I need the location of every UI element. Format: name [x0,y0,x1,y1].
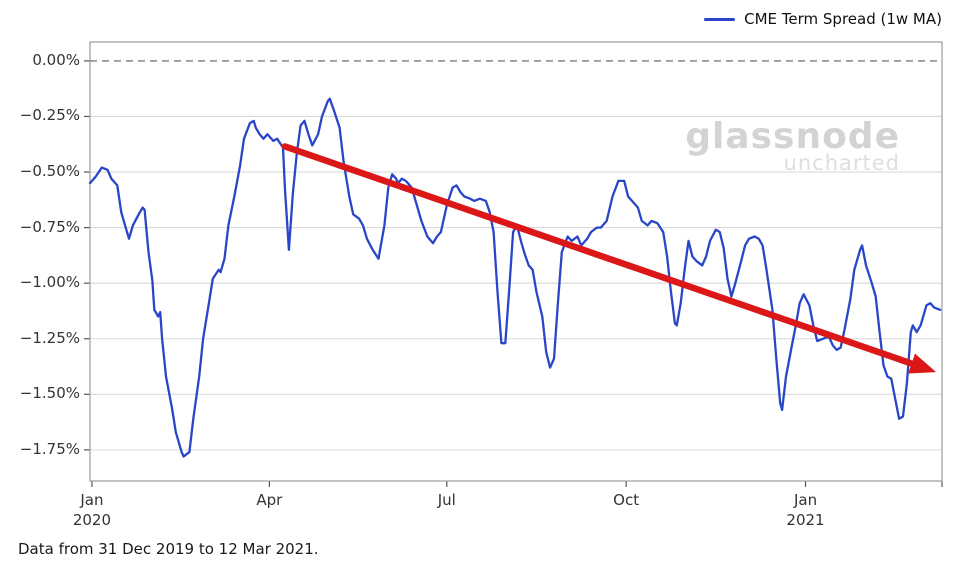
watermark-brand: glassnode [685,116,900,157]
y-tick-label: −1.00% [19,273,80,292]
legend-line-swatch [704,17,736,21]
legend: CME Term Spread (1w MA) [704,10,942,28]
series-line [88,97,942,458]
y-tick-label: −1.50% [19,384,80,403]
x-tick-label: Jan 2021 [761,490,851,531]
y-tick-label: −0.50% [19,162,80,181]
y-tick-label: −1.75% [19,439,80,458]
trend-arrow-shaft [281,143,921,369]
y-tick-label: −0.75% [19,217,80,236]
trend-arrow-head [908,353,937,374]
x-tick-label: Jul [402,490,492,510]
y-tick-label: −0.25% [19,106,80,125]
data-range-caption: Data from 31 Dec 2019 to 12 Mar 2021. [18,540,319,558]
y-tick-label: −1.25% [19,328,80,347]
x-tick-label: Oct [581,490,671,510]
y-tick-label: 0.00% [32,50,80,69]
x-tick-month: Jan [80,491,104,509]
x-tick-month: Apr [256,491,283,509]
x-tick-month: Jul [437,491,456,509]
watermark-subtitle: uncharted [783,151,900,175]
plot-frame [89,41,943,482]
x-tick-month: Jan [793,491,818,509]
x-tick-month: Oct [613,491,640,509]
legend-label: CME Term Spread (1w MA) [744,10,942,28]
watermark: glassnode uncharted [685,119,900,174]
x-tick-year: 2021 [786,511,825,530]
x-tick-year: 2020 [72,511,112,530]
x-tick-label: Jan 2020 [47,490,137,531]
x-tick-label: Apr [224,490,314,510]
